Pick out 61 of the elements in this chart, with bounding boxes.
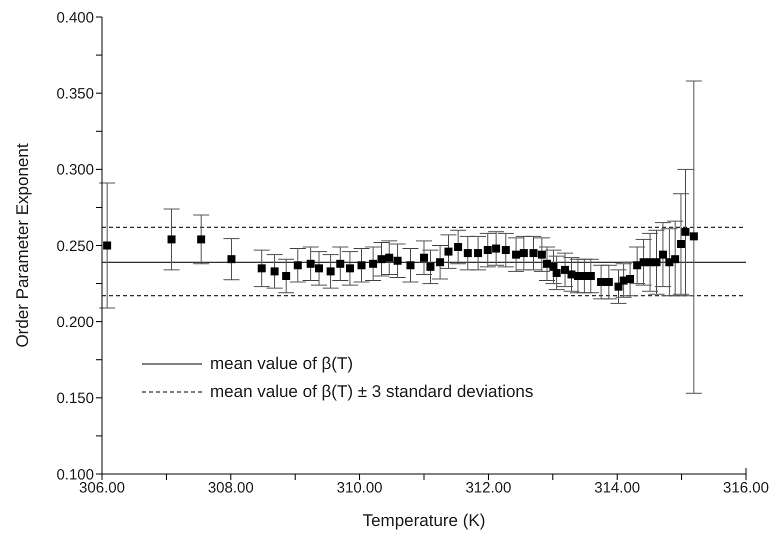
point	[294, 261, 302, 270]
point	[681, 228, 690, 236]
point	[258, 264, 266, 272]
point	[336, 260, 344, 268]
point	[676, 240, 685, 248]
y-tick-label: 0.250	[56, 238, 94, 255]
point	[394, 256, 402, 265]
point	[597, 278, 606, 286]
point	[406, 261, 414, 270]
x-tick-label: 314.00	[594, 480, 640, 497]
point	[103, 242, 112, 250]
y-axis-title: Order Parameter Exponent	[13, 143, 32, 348]
x-tick-label: 310.00	[336, 480, 383, 497]
point	[484, 246, 492, 254]
x-tick-label: 308.00	[208, 480, 254, 497]
x-axis-title: Temperature (K)	[362, 511, 486, 530]
point	[315, 264, 324, 272]
point	[652, 258, 660, 266]
point	[420, 254, 428, 262]
point	[604, 278, 613, 286]
point	[168, 235, 176, 244]
y-tick-label: 0.150	[56, 390, 94, 408]
y-tick-label: 0.400	[56, 9, 94, 26]
y-tick-label: 0.350	[56, 85, 94, 102]
y-tick-label: 0.300	[56, 162, 94, 179]
point	[436, 258, 444, 266]
point	[626, 275, 634, 284]
x-tick-label: 312.00	[465, 480, 512, 497]
point	[385, 254, 394, 262]
point	[492, 244, 500, 253]
point	[306, 260, 315, 268]
point	[282, 272, 290, 280]
y-tick-label: 0.200	[56, 314, 94, 331]
point	[474, 249, 482, 258]
point	[197, 235, 206, 244]
point	[502, 246, 510, 254]
point	[346, 264, 354, 272]
point	[690, 232, 698, 240]
legend-label: mean value of β(T)	[210, 354, 353, 374]
x-tick-label: 316.00	[723, 480, 769, 497]
point	[326, 267, 335, 276]
point	[358, 261, 366, 270]
point	[369, 260, 378, 268]
point	[614, 282, 622, 291]
point	[586, 272, 595, 280]
point	[538, 250, 546, 259]
point	[658, 250, 667, 259]
point	[377, 255, 386, 264]
point	[426, 262, 434, 271]
point	[227, 255, 236, 264]
legend-label: mean value of β(T) ± 3 standard deviations	[210, 382, 534, 402]
point	[464, 249, 472, 258]
point	[671, 255, 680, 264]
point	[454, 243, 462, 252]
point	[552, 268, 561, 277]
point	[444, 248, 452, 256]
point	[529, 249, 538, 258]
point	[270, 267, 279, 276]
point	[520, 249, 528, 258]
point	[561, 266, 570, 274]
point	[512, 250, 520, 259]
